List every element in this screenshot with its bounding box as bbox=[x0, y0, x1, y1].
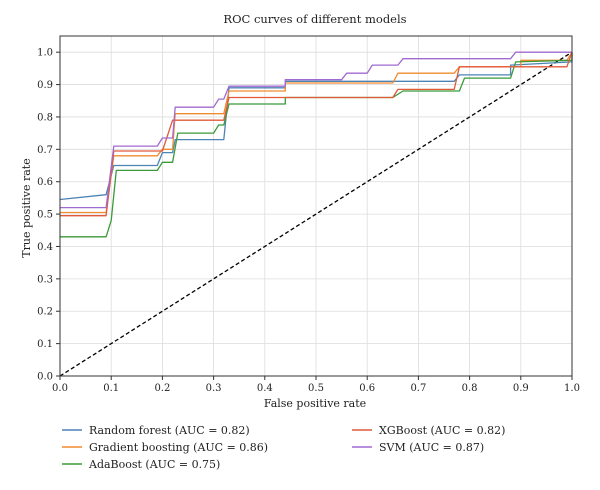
grid bbox=[59, 36, 573, 377]
legend-label: XGBoost (AUC = 0.82) bbox=[379, 424, 505, 437]
series-line-5 bbox=[60, 51, 572, 209]
x-tick-label: 0.9 bbox=[513, 383, 529, 394]
x-tick-label: 0.1 bbox=[103, 383, 119, 394]
y-tick-label: 0.6 bbox=[37, 177, 53, 188]
legend-label: SVM (AUC = 0.87) bbox=[379, 441, 484, 454]
legend-label: AdaBoost (AUC = 0.75) bbox=[88, 458, 220, 471]
y-tick-label: 0.0 bbox=[37, 372, 53, 383]
x-tick-label: 1.0 bbox=[564, 383, 580, 394]
x-tick-label: 0.3 bbox=[206, 383, 222, 394]
legend: Random forest (AUC = 0.82) Gradient boost… bbox=[62, 424, 505, 471]
x-tick-label: 0.2 bbox=[154, 383, 170, 394]
series-line-3 bbox=[60, 52, 573, 238]
x-tick-label: 0.7 bbox=[410, 383, 426, 394]
x-tick-label: 0.0 bbox=[52, 383, 68, 394]
x-axis-title: False positive rate bbox=[264, 397, 366, 410]
y-tick-label: 0.3 bbox=[37, 274, 53, 285]
y-tick-label: 1.0 bbox=[37, 48, 53, 59]
y-axis-title: True positive rate bbox=[20, 158, 33, 257]
reference-line-group bbox=[59, 51, 573, 377]
series-line-1 bbox=[59, 52, 573, 201]
reference-diagonal bbox=[59, 51, 573, 377]
y-tick-label: 0.5 bbox=[37, 210, 53, 221]
y-tick-label: 0.8 bbox=[37, 112, 53, 123]
x-tick-label: 0.8 bbox=[462, 383, 478, 394]
x-tick-label: 0.6 bbox=[359, 383, 375, 394]
legend-label: Random forest (AUC = 0.82) bbox=[89, 424, 250, 437]
x-tick-label: 0.5 bbox=[308, 383, 324, 394]
y-tick-label: 0.7 bbox=[37, 145, 53, 156]
y-tick-label: 0.1 bbox=[37, 339, 53, 350]
x-tick-label: 0.4 bbox=[257, 383, 273, 394]
x-axis-ticks: 0.0 0.1 0.2 0.3 0.4 0.5 0.6 0.7 0.8 0.9 1.0 bbox=[52, 376, 580, 394]
y-axis-ticks: 0.0 0.1 0.2 0.3 0.4 0.5 0.6 0.7 0.8 0.9 1.0 bbox=[37, 48, 60, 383]
series-lines bbox=[59, 51, 573, 238]
chart-title: ROC curves of different models bbox=[223, 12, 406, 26]
y-tick-label: 0.2 bbox=[37, 307, 53, 318]
legend-label: Gradient boosting (AUC = 0.86) bbox=[89, 441, 268, 454]
y-tick-label: 0.4 bbox=[37, 242, 53, 253]
y-tick-label: 0.9 bbox=[37, 80, 53, 91]
